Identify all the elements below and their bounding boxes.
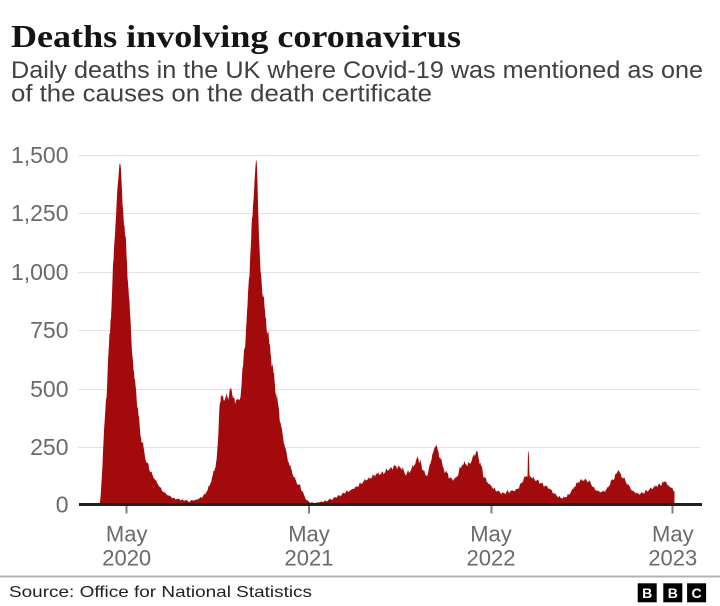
svg-text:B: B <box>642 585 652 601</box>
svg-text:2022: 2022 <box>467 546 516 571</box>
svg-text:Daily deaths in the UK where C: Daily deaths in the UK where Covid-19 wa… <box>11 57 703 84</box>
svg-text:May: May <box>470 522 512 547</box>
svg-text:250: 250 <box>30 434 68 460</box>
svg-text:2023: 2023 <box>648 546 697 571</box>
svg-text:Source: Office for National St: Source: Office for National Statistics <box>9 584 312 601</box>
svg-text:of the causes on the death cer: of the causes on the death certificate <box>11 81 432 108</box>
svg-text:May: May <box>288 522 330 547</box>
svg-text:May: May <box>106 522 148 547</box>
svg-text:1,500: 1,500 <box>11 142 69 168</box>
svg-text:May: May <box>652 522 694 547</box>
svg-text:B: B <box>668 585 678 601</box>
svg-text:1,250: 1,250 <box>11 200 69 226</box>
svg-text:0: 0 <box>56 491 69 517</box>
svg-text:2021: 2021 <box>285 546 334 571</box>
svg-text:750: 750 <box>30 317 68 343</box>
svg-text:1,000: 1,000 <box>11 259 69 285</box>
svg-text:Deaths involving coronavirus: Deaths involving coronavirus <box>11 18 461 54</box>
svg-text:C: C <box>692 585 702 601</box>
svg-text:500: 500 <box>30 376 68 402</box>
svg-text:2020: 2020 <box>102 546 151 571</box>
